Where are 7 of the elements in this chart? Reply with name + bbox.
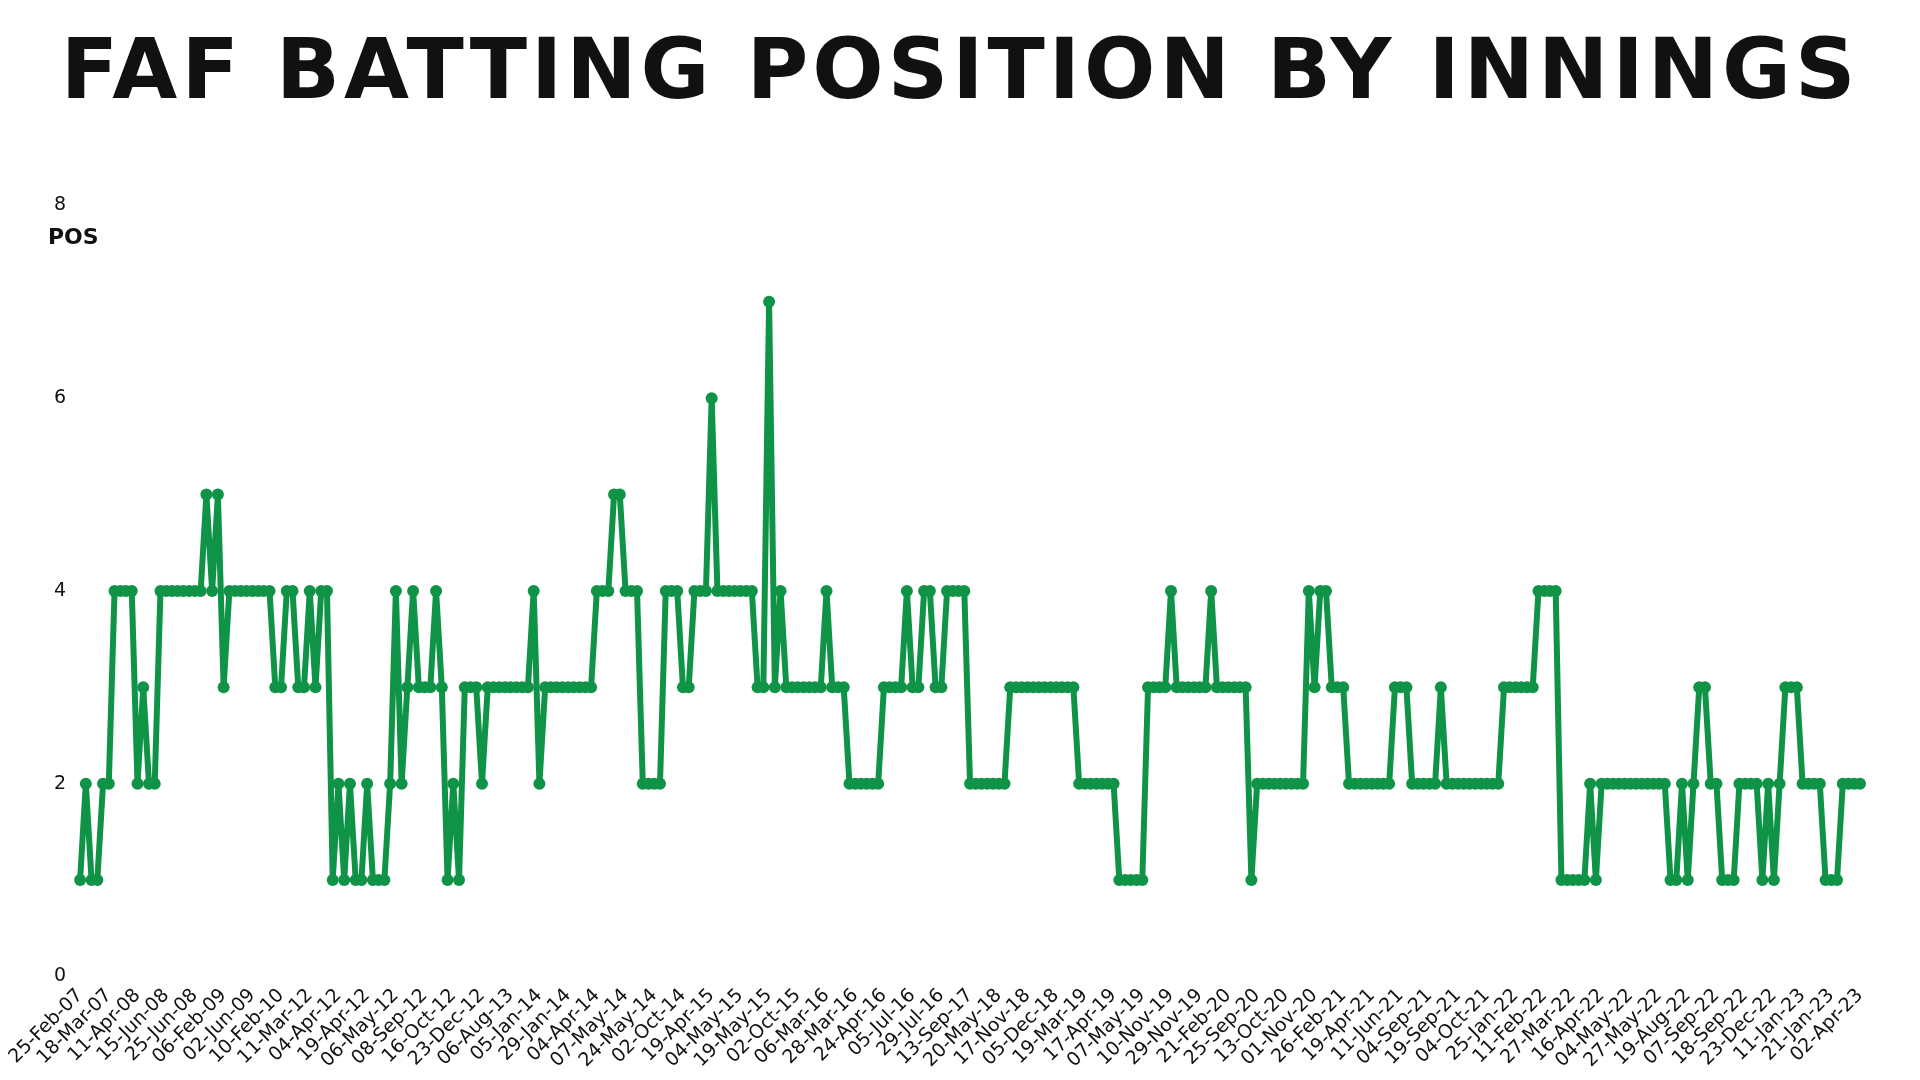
y-tick-label: 2 — [53, 770, 67, 793]
y-axis-title: POS — [48, 224, 99, 249]
y-tick-label: 0 — [53, 963, 67, 986]
y-tick-label: 4 — [53, 577, 67, 600]
y-tick-label: 8 — [53, 192, 67, 215]
chart-title: FAF BATTING POSITION BY INNINGS — [59, 20, 1861, 118]
y-tick-label: 6 — [53, 385, 67, 408]
